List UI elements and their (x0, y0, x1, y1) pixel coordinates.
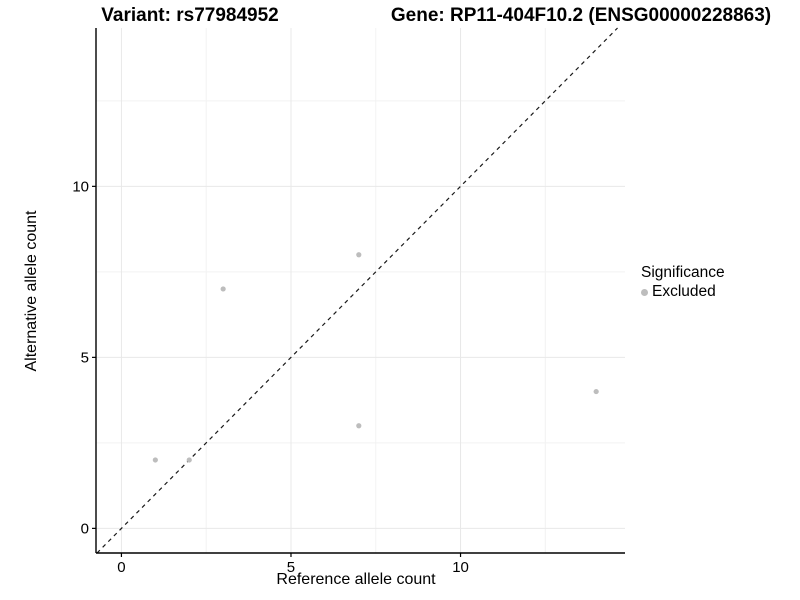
legend-item-label: Excluded (652, 283, 716, 300)
axis-ticks (92, 185, 462, 557)
data-point (356, 252, 362, 258)
identity-reference-line (96, 27, 618, 554)
y-tick-label: 10 (72, 178, 89, 195)
identity-line (96, 27, 618, 554)
data-point (220, 286, 226, 292)
x-tick-label: 10 (452, 559, 469, 576)
gridlines-major (96, 28, 625, 553)
data-point (186, 457, 192, 463)
data-point (356, 423, 362, 429)
legend-point-icon (641, 288, 648, 296)
legend-title: Significance (641, 264, 725, 281)
y-tick-label: 0 (81, 520, 89, 537)
data-points (152, 252, 599, 463)
x-tick-label: 0 (117, 559, 125, 576)
y-axis-title: Alternative allele count (23, 210, 40, 372)
plot-title-gene: Gene: RP11-404F10.2 (ENSG00000228863) (390, 5, 772, 26)
data-point (593, 388, 599, 395)
axis-tick-labels: 0 5 10 0 5 10 (72, 178, 469, 576)
y-tick-label: 5 (81, 349, 89, 366)
x-tick-label: 5 (287, 559, 295, 576)
data-point (152, 457, 158, 463)
legend-item-excluded: Excluded (641, 283, 725, 301)
x-axis-title: Reference allele count (276, 571, 436, 588)
gridlines-minor (96, 28, 625, 553)
legend: Significance Excluded (641, 264, 725, 301)
plot-title-variant: Variant: rs77984952 (101, 5, 279, 26)
axis-lines (95, 28, 625, 554)
